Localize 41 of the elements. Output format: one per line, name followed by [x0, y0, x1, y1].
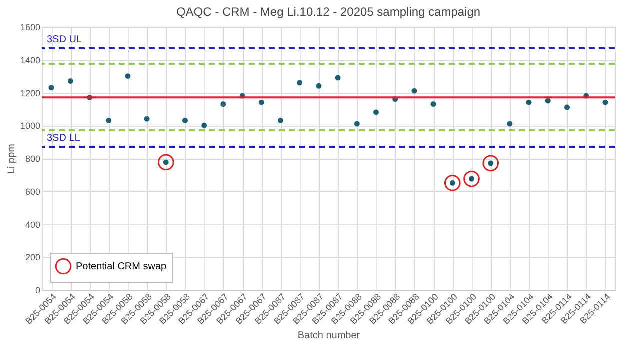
y-tick-label: 1000 — [20, 121, 40, 132]
y-tick-label: 1600 — [20, 22, 40, 32]
point — [430, 102, 436, 107]
point — [482, 155, 500, 172]
point — [464, 170, 480, 188]
y-tick-label: 400 — [25, 220, 40, 230]
chart-title: QAQC - CRM - Meg Li.10.12 - 20205 sampling campaign — [176, 5, 481, 19]
point — [68, 78, 74, 84]
point — [412, 88, 418, 94]
point — [507, 121, 513, 127]
point — [48, 85, 54, 91]
point — [602, 100, 608, 106]
point — [335, 75, 341, 81]
y-tick-label: 0 — [35, 286, 40, 296]
y-tick-label: 600 — [25, 186, 40, 197]
x-axis-title: Batch number — [298, 330, 361, 342]
y-tick-label: 1200 — [20, 88, 40, 98]
point — [444, 175, 461, 192]
point — [545, 98, 551, 104]
legend-label: Potential CRM swap — [76, 262, 168, 272]
point — [526, 100, 532, 106]
ref-line-label: 3SD LL — [47, 132, 81, 144]
point — [258, 100, 264, 106]
y-tick-label: 800 — [25, 154, 40, 164]
point — [144, 116, 150, 122]
point — [354, 121, 360, 127]
point — [297, 80, 303, 86]
y-axis-title: Li ppm — [6, 144, 18, 174]
point — [125, 74, 131, 80]
point — [564, 104, 570, 110]
y-tick-label: 200 — [25, 252, 40, 263]
point — [106, 118, 112, 124]
point — [374, 110, 379, 116]
point — [158, 154, 174, 171]
point — [202, 122, 208, 128]
point — [316, 83, 322, 89]
ref-line-label: 3SD UL — [47, 34, 82, 46]
point — [278, 118, 284, 124]
point — [182, 118, 188, 124]
y-tick-label: 1400 — [20, 55, 40, 66]
point — [220, 102, 226, 107]
